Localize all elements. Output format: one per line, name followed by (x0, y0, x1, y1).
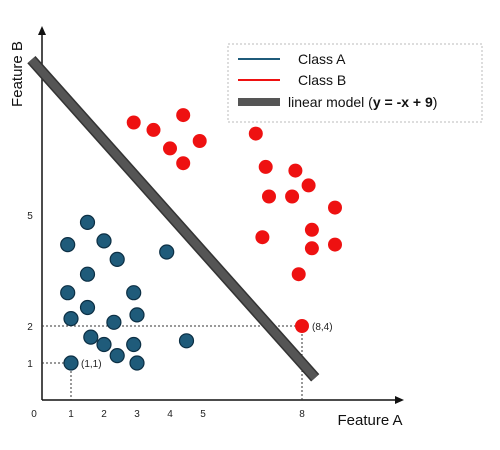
class-a-point-17 (96, 233, 112, 249)
class-a-point-9 (106, 314, 122, 330)
class-b-point-1 (291, 267, 306, 282)
class-b-point-15 (176, 108, 191, 123)
class-a-point-12 (126, 285, 142, 301)
class-b-point-14 (176, 156, 191, 171)
linear-model-line (28, 56, 319, 381)
class-b-point-0 (295, 319, 309, 333)
y-tick-label-1: 2 (27, 322, 33, 333)
legend: Class A Class B linear model (y = -x + 9… (227, 43, 483, 123)
class-a-point-5 (96, 336, 112, 353)
x-tick-label-0: 0 (31, 409, 37, 420)
class-b-point-12 (248, 126, 263, 141)
x-tick-label-4: 4 (167, 409, 173, 420)
point-annotations: (1,1) (8,4) (81, 322, 333, 370)
class-b-point-5 (328, 200, 342, 215)
class-b-point-7 (262, 189, 276, 204)
x-tick-label-5: 5 (200, 409, 206, 420)
legend-model-prefix: linear model ( (288, 94, 373, 110)
class-b-point-8 (285, 189, 300, 204)
x-tick-label-1: 1 (68, 409, 74, 420)
class-b-point-13 (192, 134, 207, 148)
legend-model-suffix: ) (433, 94, 438, 110)
class-b-point-10 (258, 159, 273, 174)
x-tick-labels: 0 1 2 3 4 5 8 (31, 409, 305, 420)
class-a-point-7 (129, 307, 145, 323)
legend-box (227, 43, 483, 123)
legend-model-equation: y = -x + 9 (373, 94, 433, 110)
x-tick-label-3: 3 (134, 409, 140, 420)
class-b-point-16 (163, 141, 177, 156)
class-b-point-2 (304, 241, 319, 256)
class-a-point-18 (79, 214, 96, 230)
class-a-point-10 (60, 285, 76, 301)
data-points (60, 108, 342, 371)
class-b-point-18 (146, 122, 161, 137)
y-axis-title: Feature B (9, 41, 26, 107)
class-a-point-1 (83, 329, 99, 345)
legend-label-class-b: Class B (298, 72, 346, 88)
class-a-point-3 (126, 336, 142, 353)
class-a-point-6 (178, 333, 195, 349)
x-tick-label-2: 2 (101, 409, 107, 420)
class-a-point-11 (79, 299, 96, 316)
class-a-point-16 (60, 237, 76, 253)
class-b-point-9 (301, 178, 316, 193)
y-tick-label-0: 1 (27, 359, 33, 370)
class-a-point-15 (159, 244, 175, 260)
class-a-point-14 (109, 251, 125, 267)
class-a-point-13 (79, 266, 96, 282)
point-annotation-1: (8,4) (312, 322, 333, 333)
y-tick-label-2: 5 (27, 211, 33, 222)
x-tick-label-6: 8 (299, 409, 305, 420)
legend-label-linear-model: linear model (y = -x + 9) (288, 94, 437, 110)
model-line-layer (27, 55, 320, 382)
class-a-point-0 (63, 355, 79, 371)
class-b-point-3 (304, 222, 319, 237)
class-b-point-4 (328, 237, 342, 252)
point-annotation-0: (1,1) (81, 359, 102, 370)
class-b-point-11 (288, 163, 303, 178)
legend-label-class-a: Class A (298, 51, 346, 67)
class-a-point-2 (109, 348, 125, 364)
class-b-point-6 (255, 230, 270, 245)
class-a-point-8 (63, 311, 79, 327)
y-tick-labels: 1 2 5 (27, 211, 33, 370)
x-axis-title: Feature A (337, 412, 402, 429)
class-b-point-17 (126, 115, 141, 130)
class-a-point-4 (129, 355, 145, 371)
